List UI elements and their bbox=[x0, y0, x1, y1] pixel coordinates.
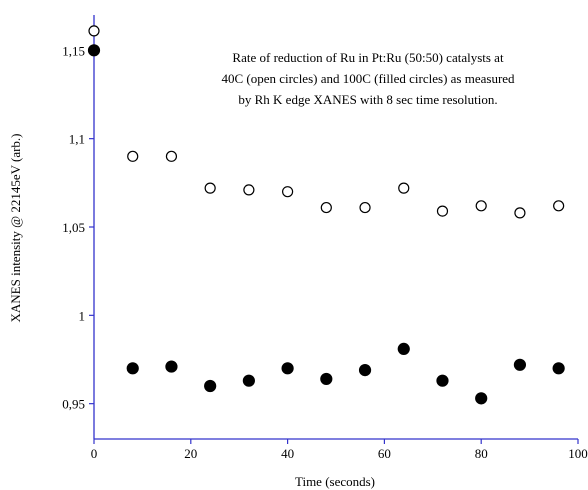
y-tick-label: 1 bbox=[79, 308, 86, 323]
open-circle-point bbox=[320, 201, 332, 214]
x-tick-label: 20 bbox=[184, 446, 197, 461]
filled-circle-point bbox=[436, 374, 449, 387]
filled-circle-point bbox=[358, 364, 372, 377]
open-circle-point bbox=[514, 207, 526, 219]
y-tick-label: 1,1 bbox=[69, 132, 85, 147]
x-tick-label: 60 bbox=[378, 446, 391, 461]
open-circle-point bbox=[553, 200, 565, 212]
open-circle-point bbox=[475, 200, 487, 212]
y-tick-label: 0,95 bbox=[62, 397, 85, 412]
filled-circle-point bbox=[397, 342, 410, 355]
filled-circle-point bbox=[242, 374, 255, 387]
filled-circle-point bbox=[513, 358, 527, 371]
x-tick-label: 80 bbox=[475, 446, 488, 461]
chart-title-line-1: Rate of reduction of Ru in Pt:Ru (50:50)… bbox=[232, 50, 504, 65]
filled-circle-point bbox=[165, 360, 178, 373]
chart-title-line-3: by Rh K edge XANES with 8 sec time resol… bbox=[238, 92, 497, 107]
open-circle-point bbox=[243, 184, 255, 196]
y-tick-label: 1,05 bbox=[62, 220, 85, 235]
open-circle-point bbox=[88, 25, 100, 37]
open-circle-point bbox=[204, 182, 216, 194]
open-circle-point bbox=[436, 205, 449, 217]
y-tick-label: 1,15 bbox=[62, 43, 85, 58]
x-tick-label: 100 bbox=[568, 446, 588, 461]
filled-circle-point bbox=[475, 392, 488, 405]
filled-circle-point bbox=[320, 372, 333, 386]
x-tick-label: 40 bbox=[281, 446, 294, 461]
open-circle-point bbox=[165, 150, 178, 162]
open-circle-point bbox=[282, 186, 294, 198]
filled-circle-point bbox=[281, 362, 294, 375]
x-axis-label: Time (seconds) bbox=[295, 474, 375, 489]
filled-circle-point bbox=[87, 44, 101, 57]
filled-circle-point bbox=[126, 362, 139, 375]
filled-circle-point bbox=[552, 362, 565, 375]
open-circle-point bbox=[359, 201, 371, 214]
filled-circle-point bbox=[204, 379, 217, 393]
chart-title-line-2: 40C (open circles) and 100C (filled circ… bbox=[221, 71, 515, 86]
open-circle-point bbox=[127, 150, 139, 162]
x-tick-label: 0 bbox=[91, 446, 98, 461]
open-circle-point bbox=[398, 182, 410, 194]
y-axis-label: XANES intensity @ 22145eV (arb.) bbox=[8, 133, 23, 322]
